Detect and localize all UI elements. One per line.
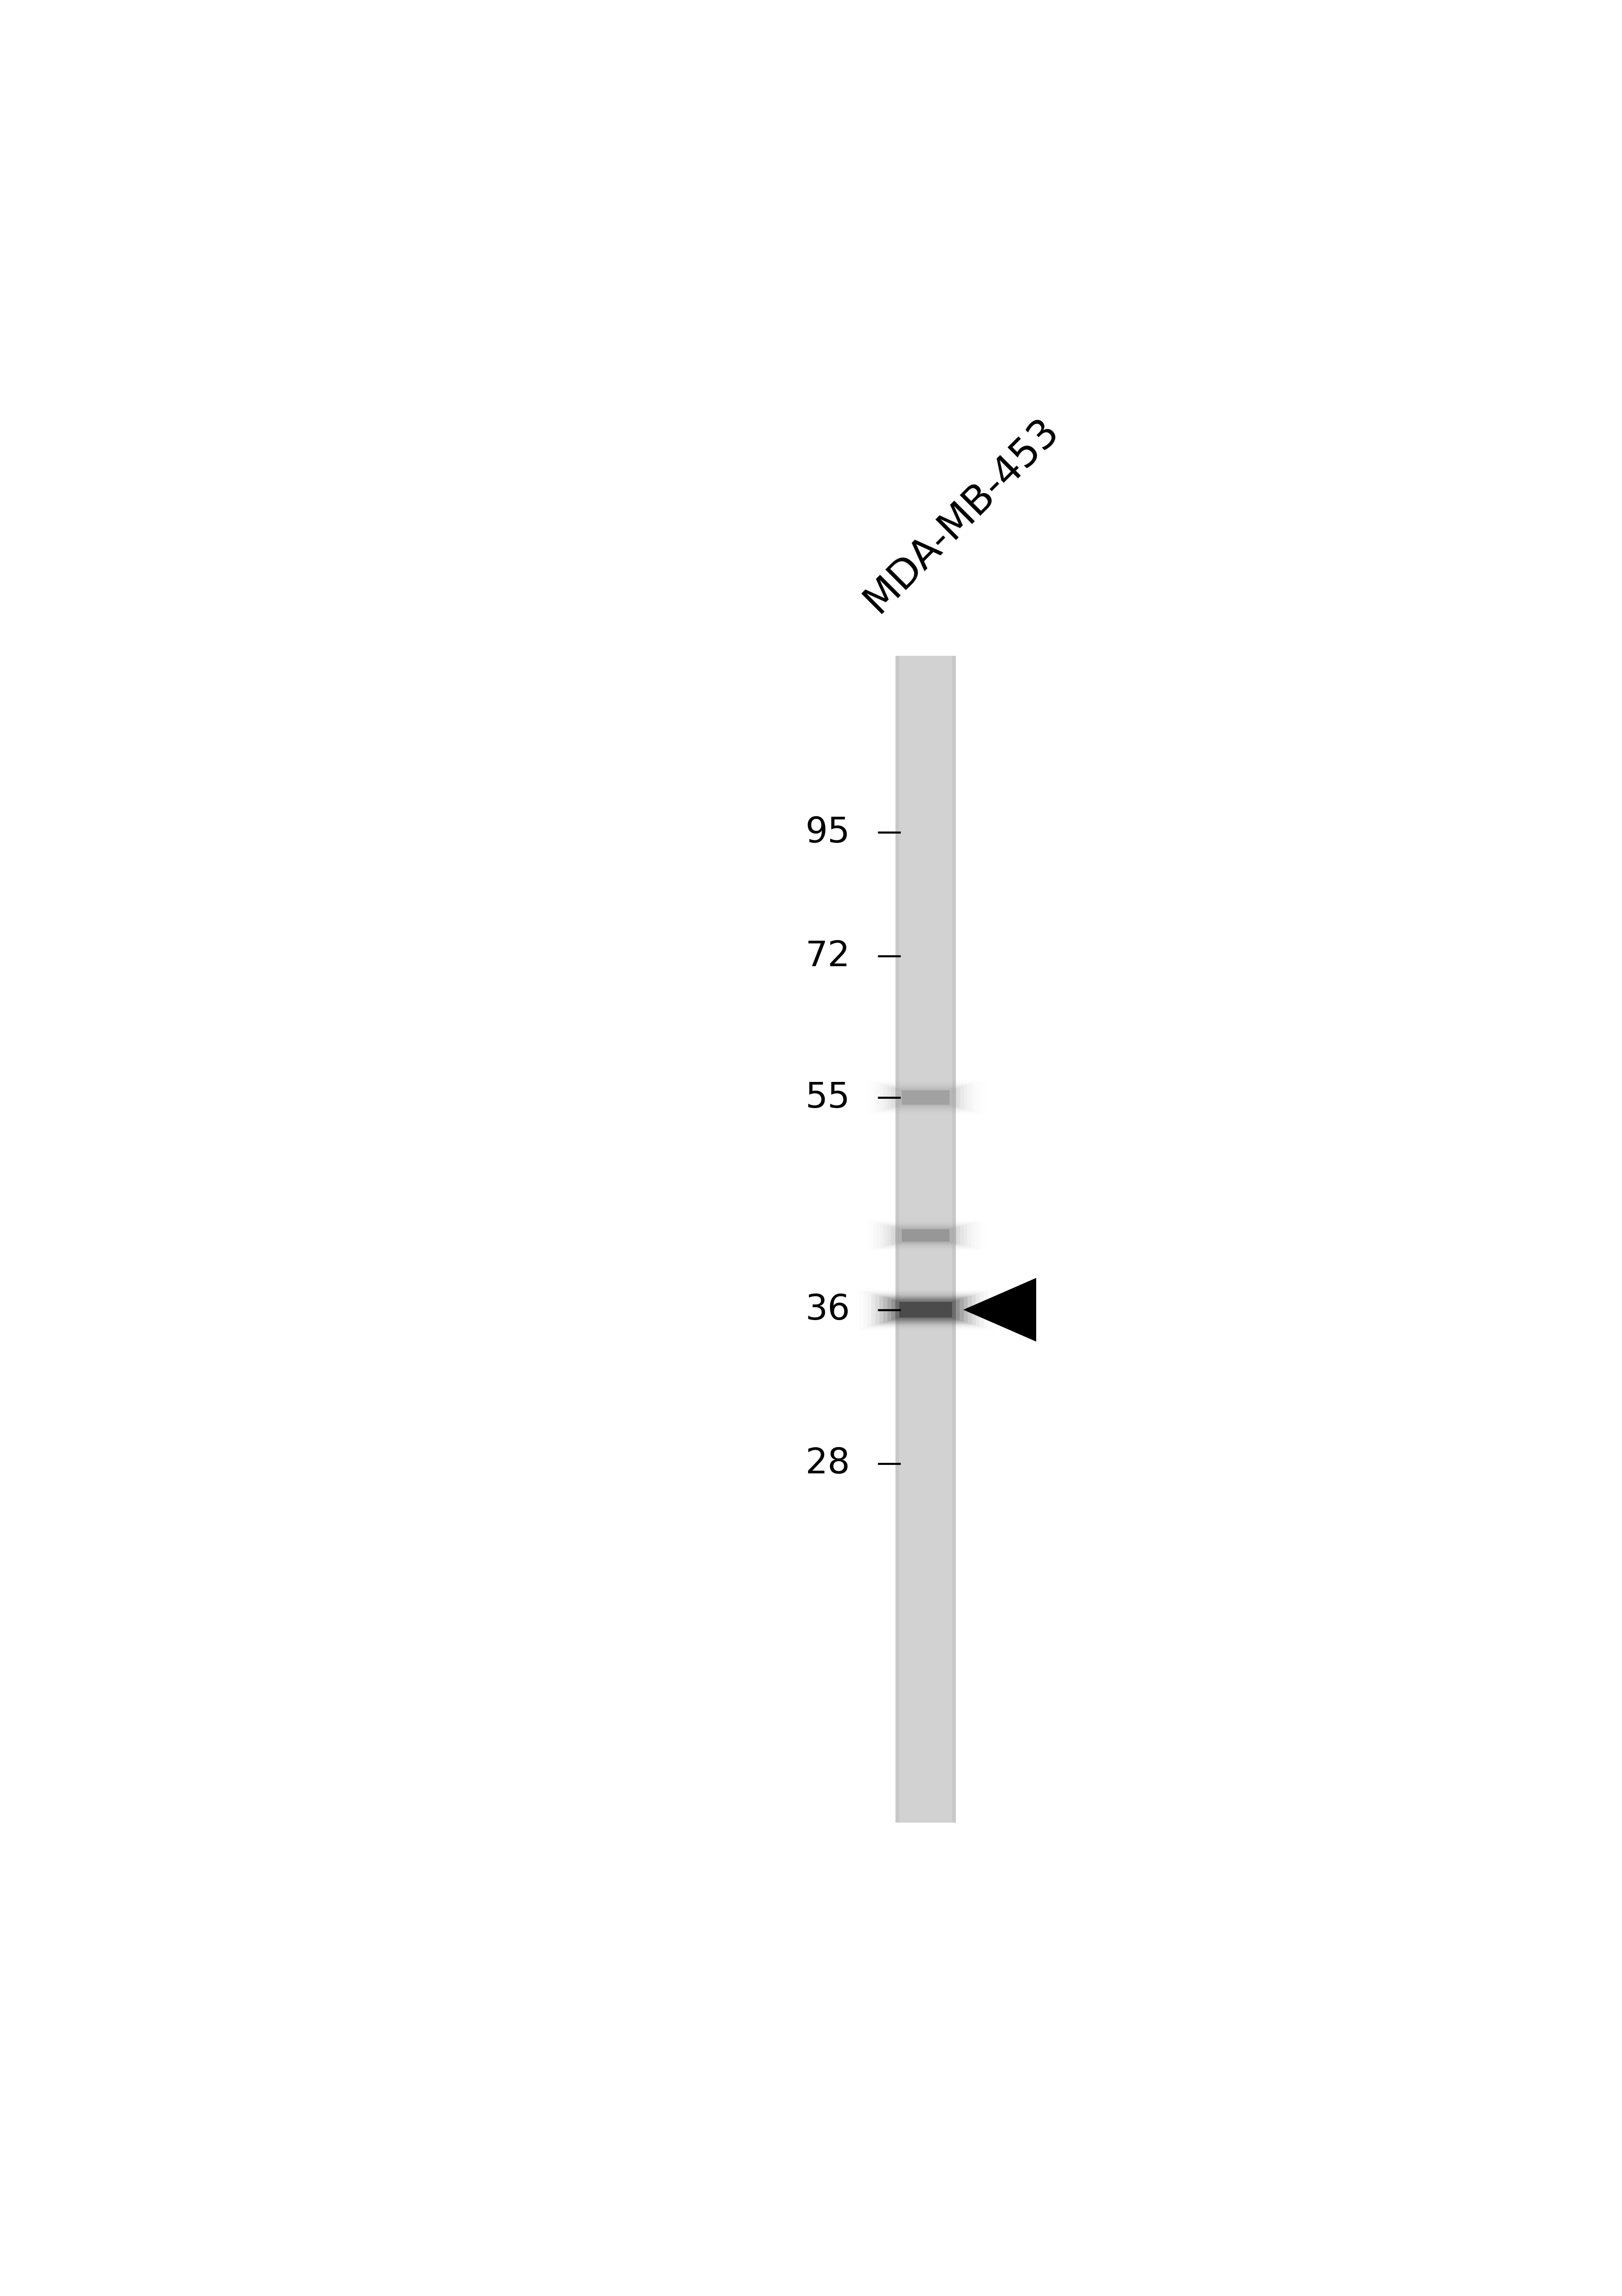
Bar <box>869 1081 981 1114</box>
Bar <box>876 1295 976 1325</box>
Bar <box>902 1091 949 1104</box>
Bar <box>863 1079 989 1116</box>
Text: 36: 36 <box>805 1293 850 1327</box>
Bar <box>866 1079 985 1116</box>
Bar <box>890 1088 960 1109</box>
Bar <box>873 1081 978 1114</box>
Bar <box>873 1221 978 1249</box>
Polygon shape <box>963 1279 1036 1341</box>
Bar <box>884 1297 968 1322</box>
Bar <box>884 1224 967 1247</box>
Text: MDA-MB-453: MDA-MB-453 <box>856 411 1066 620</box>
Bar <box>899 1091 954 1107</box>
Bar <box>871 1293 980 1327</box>
Bar <box>866 1219 985 1251</box>
Bar <box>881 1224 972 1247</box>
Bar <box>890 1300 960 1320</box>
Bar <box>952 657 955 1823</box>
Bar <box>879 1295 972 1325</box>
Text: 95: 95 <box>806 815 850 850</box>
Bar <box>894 1088 957 1107</box>
Bar <box>895 1300 955 1318</box>
Bar <box>895 657 899 1823</box>
Bar <box>869 1221 981 1249</box>
Bar <box>899 1302 952 1318</box>
Text: 28: 28 <box>805 1446 850 1481</box>
Bar <box>863 1290 988 1329</box>
Bar <box>899 1302 952 1318</box>
Bar <box>887 1226 963 1244</box>
Bar <box>902 1228 949 1242</box>
Bar <box>868 1293 983 1327</box>
Bar <box>887 1297 963 1320</box>
Bar <box>860 1290 991 1329</box>
Text: 72: 72 <box>805 939 850 974</box>
Bar <box>863 1219 989 1251</box>
Bar <box>902 1091 949 1104</box>
Bar <box>894 1228 957 1244</box>
Bar <box>902 1228 949 1242</box>
Bar <box>855 1288 996 1332</box>
Text: 55: 55 <box>806 1081 850 1114</box>
Bar <box>887 1086 963 1109</box>
Bar <box>884 1086 967 1109</box>
Bar <box>876 1084 975 1111</box>
Bar <box>899 1228 954 1242</box>
Bar <box>876 1224 975 1249</box>
Bar <box>890 1226 960 1244</box>
Bar <box>895 657 955 1823</box>
Bar <box>881 1084 972 1111</box>
